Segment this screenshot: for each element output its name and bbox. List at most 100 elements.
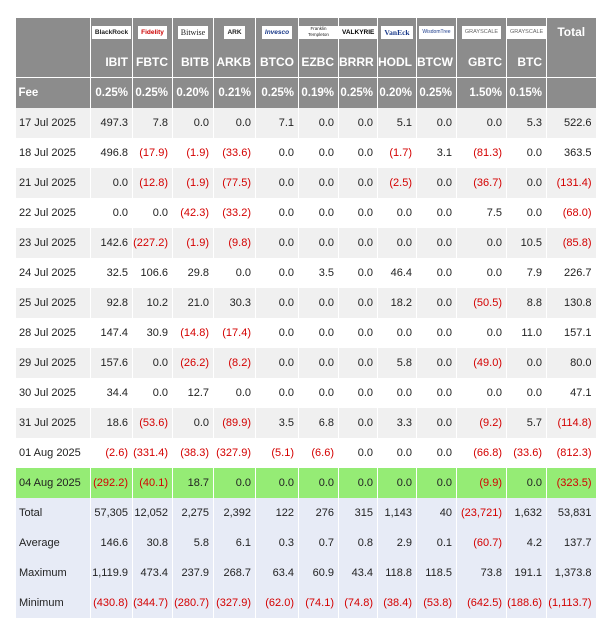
value-cell: 473.4 xyxy=(132,558,173,588)
logo-cell: BlackRock xyxy=(90,18,133,46)
value-cell: 0.0 xyxy=(90,168,133,198)
ticker: BITB xyxy=(172,46,214,78)
fee-label: Fee xyxy=(15,77,91,108)
value-cell: 0.0 xyxy=(377,198,417,228)
value-cell: 0.0 xyxy=(338,348,378,378)
value-cell: (49.0) xyxy=(456,348,507,378)
value-cell: (42.3) xyxy=(172,198,214,228)
logo-cell: Bitwise xyxy=(172,18,214,46)
header-cell xyxy=(546,77,596,108)
value-cell: (81.3) xyxy=(456,138,507,168)
value-cell: 0.0 xyxy=(377,318,417,348)
value-cell: 43.4 xyxy=(338,558,378,588)
value-cell: 0.0 xyxy=(255,288,299,318)
value-cell: 0.7 xyxy=(298,528,339,558)
value-cell: (74.1) xyxy=(298,588,339,618)
value-cell: 7.5 xyxy=(456,198,507,228)
fee: 0.25% xyxy=(90,77,133,108)
value-cell: 8.8 xyxy=(506,288,547,318)
value-cell: (14.8) xyxy=(172,318,214,348)
value-cell: 47.1 xyxy=(546,378,596,408)
value-cell: (89.9) xyxy=(213,408,256,438)
value-cell: 0.0 xyxy=(377,438,417,468)
value-cell: 496.8 xyxy=(90,138,133,168)
value-cell: 63.4 xyxy=(255,558,299,588)
value-cell: 191.1 xyxy=(506,558,547,588)
data-row: 25 Jul 2025 92.8 10.2 21.0 30.3 0.0 0.0 0.0 18.2… xyxy=(15,288,596,318)
logo-cell: ARK xyxy=(213,18,256,46)
value-cell: 40 xyxy=(416,498,457,528)
value-cell: 522.6 xyxy=(546,108,596,138)
issuer-logo: Invesco xyxy=(261,25,293,39)
data-row: 01 Aug 2025 (2.6) (331.4) (38.3) (327.9) (5.1… xyxy=(15,438,596,468)
value-cell: 0.0 xyxy=(416,378,457,408)
value-cell: 0.0 xyxy=(298,138,339,168)
value-cell: 1,373.8 xyxy=(546,558,596,588)
value-cell: (327.9) xyxy=(213,438,256,468)
value-cell: 11.0 xyxy=(506,318,547,348)
value-cell: 0.0 xyxy=(377,228,417,258)
value-cell: 0.0 xyxy=(172,408,214,438)
value-cell: 7.1 xyxy=(255,108,299,138)
value-cell: 0.0 xyxy=(255,168,299,198)
value-cell: 0.0 xyxy=(298,468,339,498)
value-cell: 92.8 xyxy=(90,288,133,318)
ticker: BTCO xyxy=(255,46,299,78)
value-cell: 497.3 xyxy=(90,108,133,138)
row-label: 29 Jul 2025 xyxy=(15,348,91,378)
value-cell: 46.4 xyxy=(377,258,417,288)
value-cell: (38.4) xyxy=(377,588,417,618)
value-cell: 0.0 xyxy=(506,138,547,168)
value-cell: 5.8 xyxy=(377,348,417,378)
ticker: ARKB xyxy=(213,46,256,78)
value-cell: 0.0 xyxy=(255,468,299,498)
table-header: BlackRock Fidelity Bitwise ARK Invesco Frankl… xyxy=(15,18,596,108)
value-cell: 30.8 xyxy=(132,528,173,558)
value-cell: 5.3 xyxy=(506,108,547,138)
logo-row: BlackRock Fidelity Bitwise ARK Invesco Frankl… xyxy=(15,18,596,46)
value-cell: 0.0 xyxy=(132,378,173,408)
row-label: 28 Jul 2025 xyxy=(15,318,91,348)
value-cell: (6.6) xyxy=(298,438,339,468)
value-cell: (331.4) xyxy=(132,438,173,468)
logo-cell: VALKYRIE xyxy=(338,18,378,46)
value-cell: 1,143 xyxy=(377,498,417,528)
ticker: FBTC xyxy=(132,46,173,78)
header-cell xyxy=(15,46,91,78)
value-cell: (85.8) xyxy=(546,228,596,258)
row-label: 23 Jul 2025 xyxy=(15,228,91,258)
fee: 0.20% xyxy=(172,77,214,108)
value-cell: 6.1 xyxy=(213,528,256,558)
value-cell: 0.0 xyxy=(172,108,214,138)
issuer-logo: ARK xyxy=(224,25,245,39)
value-cell: 0.1 xyxy=(416,528,457,558)
row-label: 21 Jul 2025 xyxy=(15,168,91,198)
value-cell: 0.0 xyxy=(416,468,457,498)
data-row: 24 Jul 2025 32.5 106.6 29.8 0.0 0.0 3.5 0.0 46.4… xyxy=(15,258,596,288)
value-cell: (280.7) xyxy=(172,588,214,618)
value-cell: (188.6) xyxy=(506,588,547,618)
value-cell: 157.1 xyxy=(546,318,596,348)
data-row: 28 Jul 2025 147.4 30.9 (14.8) (17.4) 0.0 0.0 0.… xyxy=(15,318,596,348)
value-cell: (33.2) xyxy=(213,198,256,228)
value-cell: (66.8) xyxy=(456,438,507,468)
value-cell: 5.7 xyxy=(506,408,547,438)
logo-cell: Fidelity xyxy=(132,18,173,46)
value-cell: 0.0 xyxy=(456,258,507,288)
summary-row: Minimum (430.8) (344.7) (280.7) (327.9) (62.0… xyxy=(15,588,596,618)
value-cell: 0.3 xyxy=(255,528,299,558)
value-cell: 315 xyxy=(338,498,378,528)
value-cell: 0.8 xyxy=(338,528,378,558)
summary-row: Maximum 1,119.9 473.4 237.9 268.7 63.4 60.9 43.… xyxy=(15,558,596,588)
value-cell: 80.0 xyxy=(546,348,596,378)
row-label: Average xyxy=(15,528,91,558)
value-cell: 0.0 xyxy=(213,378,256,408)
data-row: 22 Jul 2025 0.0 0.0 (42.3) (33.2) 0.0 0.0 0.0 0.… xyxy=(15,198,596,228)
value-cell: (38.3) xyxy=(172,438,214,468)
value-cell: (114.8) xyxy=(546,408,596,438)
value-cell: 0.0 xyxy=(506,348,547,378)
value-cell: 0.0 xyxy=(213,108,256,138)
value-cell: 32.5 xyxy=(90,258,133,288)
value-cell: 0.0 xyxy=(255,138,299,168)
issuer-logo: VALKYRIE xyxy=(339,25,378,39)
